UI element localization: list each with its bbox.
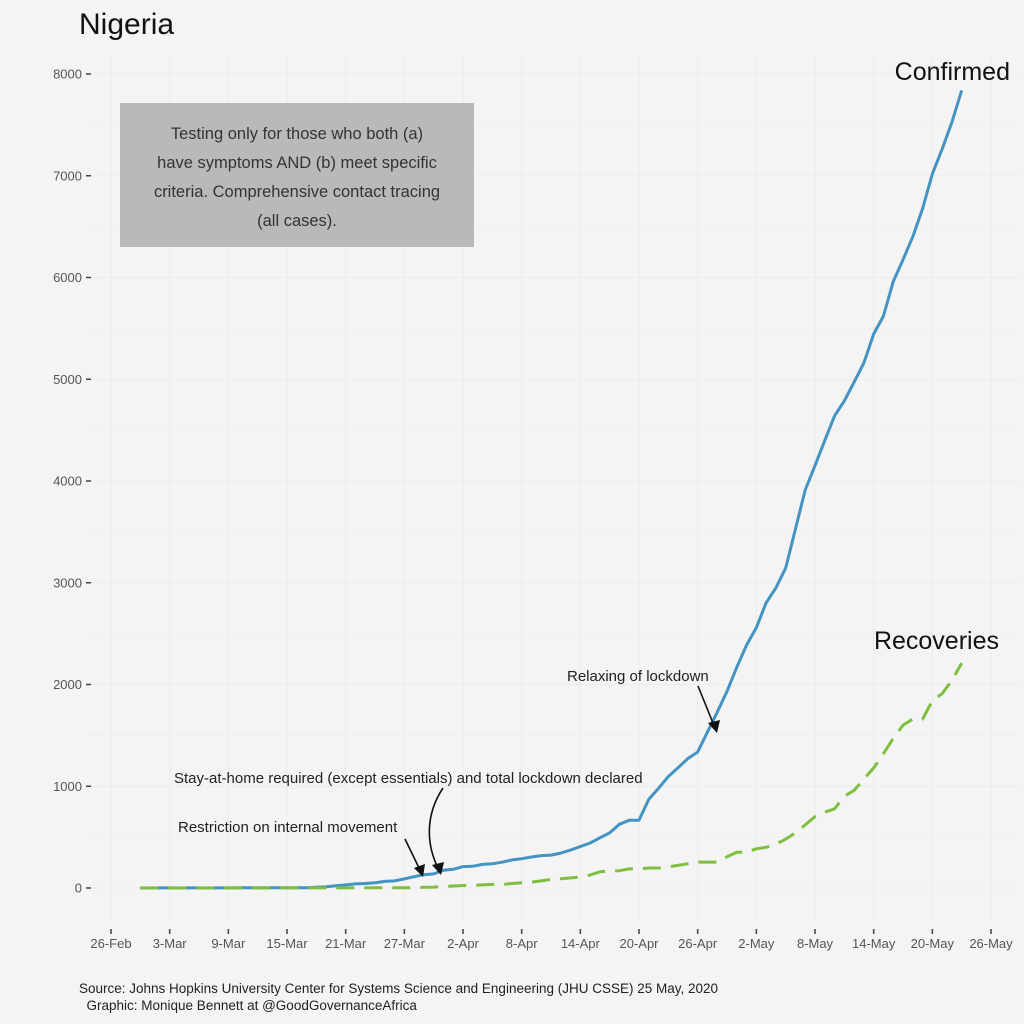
- annotations: Restriction on internal movement Stay-at…: [174, 668, 720, 877]
- x-tick-label: 2-May: [738, 936, 775, 951]
- y-tick-label: 4000: [53, 474, 82, 489]
- x-tick-label: 9-Mar: [211, 936, 246, 951]
- annotation-arrowhead-stay-at-home: [432, 862, 444, 875]
- annotation-arrow-relaxing: [697, 685, 716, 729]
- chart-title: Nigeria: [79, 8, 174, 41]
- x-tick-label: 21-Mar: [325, 936, 367, 951]
- info-box-line: Testing only for those who both (a): [171, 125, 423, 143]
- y-tick-label: 6000: [53, 270, 82, 285]
- caption-graphic: Graphic: Monique Bennett at @GoodGoverna…: [79, 998, 417, 1013]
- grid: [88, 55, 1020, 920]
- annotation-relaxing: Relaxing of lockdown: [567, 668, 709, 685]
- annotation-restriction: Restriction on internal movement: [178, 819, 398, 836]
- x-tick-label: 26-Apr: [678, 936, 718, 951]
- annotation-arrowhead-relaxing: [708, 720, 720, 733]
- x-axis: 26-Feb 3-Mar 9-Mar 15-Mar 21-Mar 27-Mar 2-Apr 8…: [90, 929, 1013, 951]
- y-tick-label: 7000: [53, 168, 82, 183]
- x-tick-label: 27-Mar: [384, 936, 426, 951]
- x-tick-label: 15-Mar: [266, 936, 308, 951]
- info-box: Testing only for those who both (a) have…: [120, 103, 474, 247]
- y-tick-label: 3000: [53, 575, 82, 590]
- x-tick-label: 14-May: [852, 936, 896, 951]
- x-tick-label: 26-May: [969, 936, 1013, 951]
- series-line-confirmed: [140, 89, 964, 890]
- series-label-recoveries: Recoveries: [874, 627, 999, 655]
- info-box-line: criteria. Comprehensive contact tracing: [154, 183, 440, 201]
- y-tick-label: 2000: [53, 677, 82, 692]
- annotation-arrowhead-restriction: [414, 864, 425, 877]
- y-tick-label: 0: [75, 881, 82, 896]
- x-tick-label: 3-Mar: [153, 936, 188, 951]
- x-tick-label: 8-May: [797, 936, 834, 951]
- y-tick-label: 1000: [53, 779, 82, 794]
- annotation-stay-at-home: Stay-at-home required (except essentials…: [174, 770, 643, 787]
- info-box-line: have symptoms AND (b) meet specific: [157, 154, 437, 172]
- x-tick-label: 14-Apr: [561, 936, 601, 951]
- x-tick-label: 2-Apr: [447, 936, 479, 951]
- x-tick-label: 20-May: [911, 936, 955, 951]
- y-tick-label: 5000: [53, 372, 82, 387]
- series: [140, 89, 964, 890]
- y-axis: 0 1000 2000 3000 4000 5000 6000 7000 8000: [53, 67, 91, 896]
- x-tick-label: 26-Feb: [90, 936, 131, 951]
- x-tick-label: 20-Apr: [619, 936, 659, 951]
- annotation-arrow-stay-at-home: [428, 787, 444, 871]
- series-label-confirmed: Confirmed: [895, 58, 1010, 86]
- y-tick-label: 8000: [53, 67, 82, 82]
- info-box-background: [120, 103, 474, 247]
- caption-source: Source: Johns Hopkins University Center …: [79, 981, 718, 996]
- info-box-line: (all cases).: [257, 212, 337, 230]
- x-tick-label: 8-Apr: [506, 936, 538, 951]
